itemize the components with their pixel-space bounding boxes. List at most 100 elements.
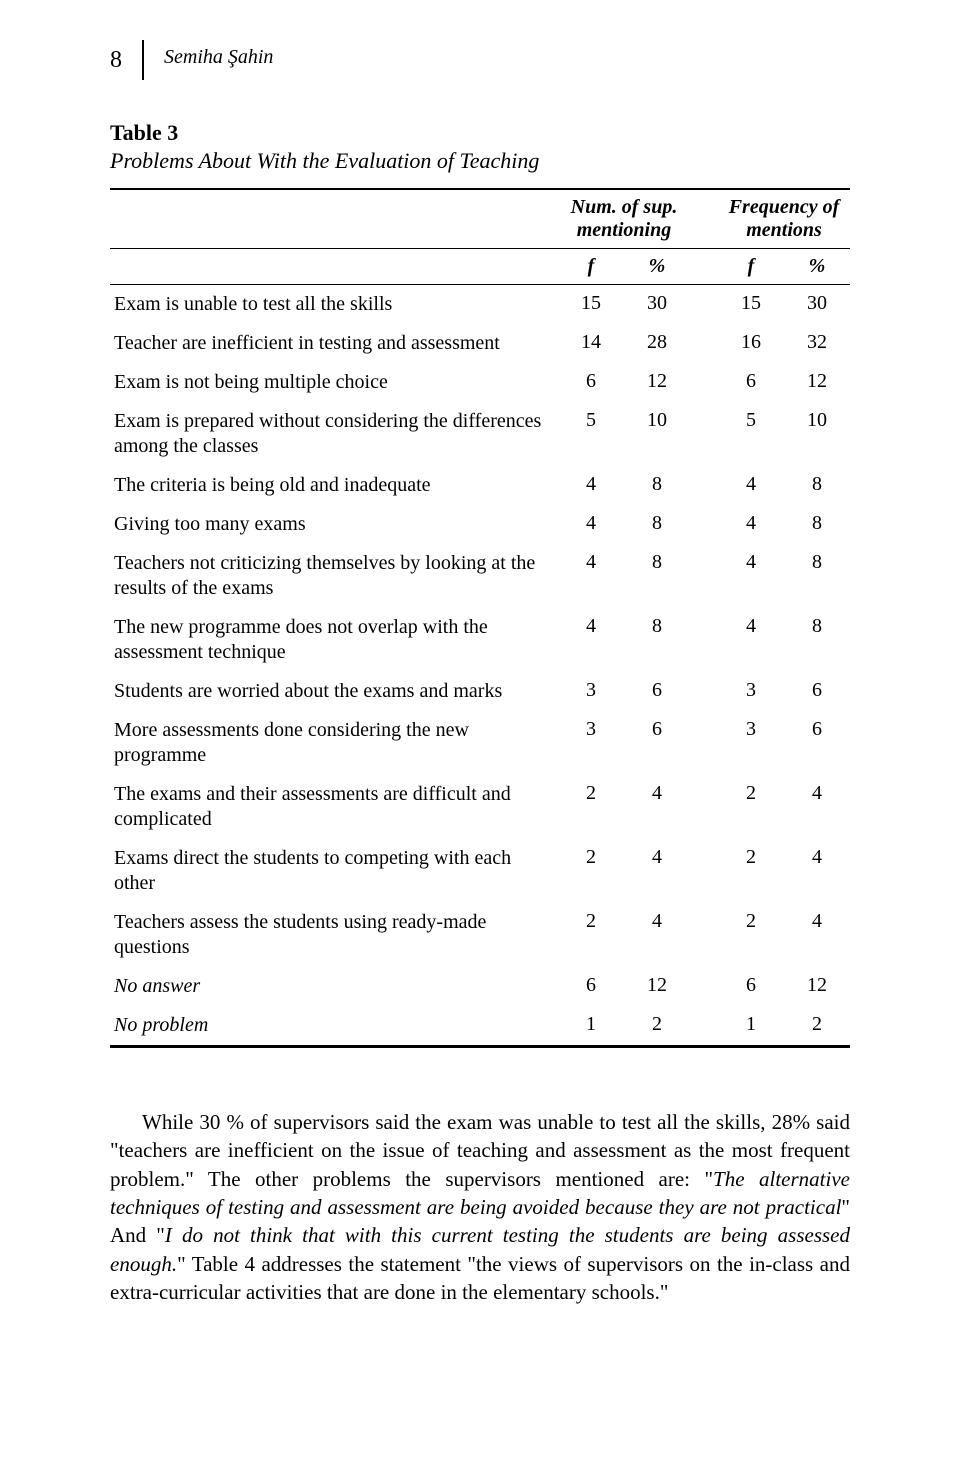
row-value: 4 xyxy=(784,775,850,839)
row-value: 8 xyxy=(784,544,850,608)
row-value: 6 xyxy=(558,363,624,402)
row-label: The exams and their assessments are diff… xyxy=(110,775,558,839)
page: 8 Semiha Şahin Table 3 Problems About Wi… xyxy=(0,0,960,1472)
row-label: Exam is prepared without considering the… xyxy=(110,402,558,466)
table-row: Teachers assess the students using ready… xyxy=(110,903,850,967)
row-value: 16 xyxy=(718,324,784,363)
group-header-1: Num. of sup. mentioning xyxy=(558,189,690,249)
row-value: 10 xyxy=(624,402,690,466)
row-value: 4 xyxy=(558,505,624,544)
row-value: 2 xyxy=(718,903,784,967)
row-value: 8 xyxy=(624,466,690,505)
row-value: 3 xyxy=(558,711,624,775)
row-value: 3 xyxy=(718,711,784,775)
row-value: 4 xyxy=(784,839,850,903)
row-value: 2 xyxy=(718,839,784,903)
row-value: 4 xyxy=(784,903,850,967)
row-label: No answer xyxy=(110,967,558,1006)
table-row: The new programme does not overlap with … xyxy=(110,608,850,672)
row-value: 6 xyxy=(718,967,784,1006)
row-label: Exams direct the students to competing w… xyxy=(110,839,558,903)
page-number: 8 xyxy=(110,47,122,74)
row-value: 12 xyxy=(784,363,850,402)
row-value: 4 xyxy=(624,839,690,903)
row-label: Teachers assess the students using ready… xyxy=(110,903,558,967)
row-value: 4 xyxy=(624,903,690,967)
row-label: Exam is unable to test all the skills xyxy=(110,285,558,325)
row-value: 8 xyxy=(784,608,850,672)
row-value: 2 xyxy=(558,775,624,839)
row-value: 3 xyxy=(558,672,624,711)
group-header-2: Frequency of mentions xyxy=(718,189,850,249)
table-caption: Problems About With the Evaluation of Te… xyxy=(110,148,850,174)
row-value: 6 xyxy=(718,363,784,402)
row-value: 6 xyxy=(624,672,690,711)
row-value: 8 xyxy=(624,544,690,608)
row-value: 30 xyxy=(624,285,690,325)
author-name: Semiha Şahin xyxy=(164,46,273,69)
row-value: 4 xyxy=(558,466,624,505)
row-label: More assessments done considering the ne… xyxy=(110,711,558,775)
sub-header: f xyxy=(718,249,784,285)
row-value: 28 xyxy=(624,324,690,363)
row-value: 8 xyxy=(624,608,690,672)
row-value: 4 xyxy=(718,544,784,608)
row-value: 4 xyxy=(718,505,784,544)
header-divider xyxy=(142,40,144,80)
table-label: Table 3 xyxy=(110,120,850,146)
row-value: 12 xyxy=(624,363,690,402)
table-row: Exam is not being multiple choice612612 xyxy=(110,363,850,402)
row-value: 2 xyxy=(624,1006,690,1047)
row-value: 15 xyxy=(718,285,784,325)
row-value: 2 xyxy=(558,903,624,967)
row-value: 6 xyxy=(624,711,690,775)
table-row: No problem1212 xyxy=(110,1006,850,1047)
table-row: Students are worried about the exams and… xyxy=(110,672,850,711)
row-value: 4 xyxy=(558,544,624,608)
row-label: Exam is not being multiple choice xyxy=(110,363,558,402)
row-value: 3 xyxy=(718,672,784,711)
row-value: 6 xyxy=(784,711,850,775)
row-value: 4 xyxy=(718,608,784,672)
row-value: 12 xyxy=(624,967,690,1006)
row-label: The criteria is being old and inadequate xyxy=(110,466,558,505)
row-value: 8 xyxy=(624,505,690,544)
row-value: 32 xyxy=(784,324,850,363)
page-header: 8 Semiha Şahin xyxy=(110,40,850,80)
table-row: Teacher are inefficient in testing and a… xyxy=(110,324,850,363)
table-row: Exam is unable to test all the skills153… xyxy=(110,285,850,325)
row-value: 10 xyxy=(784,402,850,466)
row-label: Teacher are inefficient in testing and a… xyxy=(110,324,558,363)
row-value: 4 xyxy=(558,608,624,672)
row-label: Students are worried about the exams and… xyxy=(110,672,558,711)
table-row: Exams direct the students to competing w… xyxy=(110,839,850,903)
para-text: " Table 4 addresses the statement "the v… xyxy=(110,1252,850,1304)
table-row: No answer612612 xyxy=(110,967,850,1006)
table-row: Giving too many exams4848 xyxy=(110,505,850,544)
row-value: 4 xyxy=(718,466,784,505)
row-value: 1 xyxy=(718,1006,784,1047)
table-row: More assessments done considering the ne… xyxy=(110,711,850,775)
row-value: 2 xyxy=(718,775,784,839)
table-row: Exam is prepared without considering the… xyxy=(110,402,850,466)
sub-header: % xyxy=(784,249,850,285)
row-value: 1 xyxy=(558,1006,624,1047)
body-paragraph: While 30 % of supervisors said the exam … xyxy=(110,1108,850,1306)
sub-header: f xyxy=(558,249,624,285)
row-value: 2 xyxy=(558,839,624,903)
row-value: 12 xyxy=(784,967,850,1006)
data-table: Num. of sup. mentioning Frequency of men… xyxy=(110,188,850,1048)
row-label: Teachers not criticizing themselves by l… xyxy=(110,544,558,608)
row-value: 30 xyxy=(784,285,850,325)
row-label: Giving too many exams xyxy=(110,505,558,544)
row-value: 4 xyxy=(624,775,690,839)
table-row: Teachers not criticizing themselves by l… xyxy=(110,544,850,608)
row-value: 15 xyxy=(558,285,624,325)
table-row: The criteria is being old and inadequate… xyxy=(110,466,850,505)
row-value: 14 xyxy=(558,324,624,363)
row-value: 8 xyxy=(784,466,850,505)
row-value: 6 xyxy=(784,672,850,711)
row-value: 5 xyxy=(558,402,624,466)
row-label: No problem xyxy=(110,1006,558,1047)
sub-header: % xyxy=(624,249,690,285)
